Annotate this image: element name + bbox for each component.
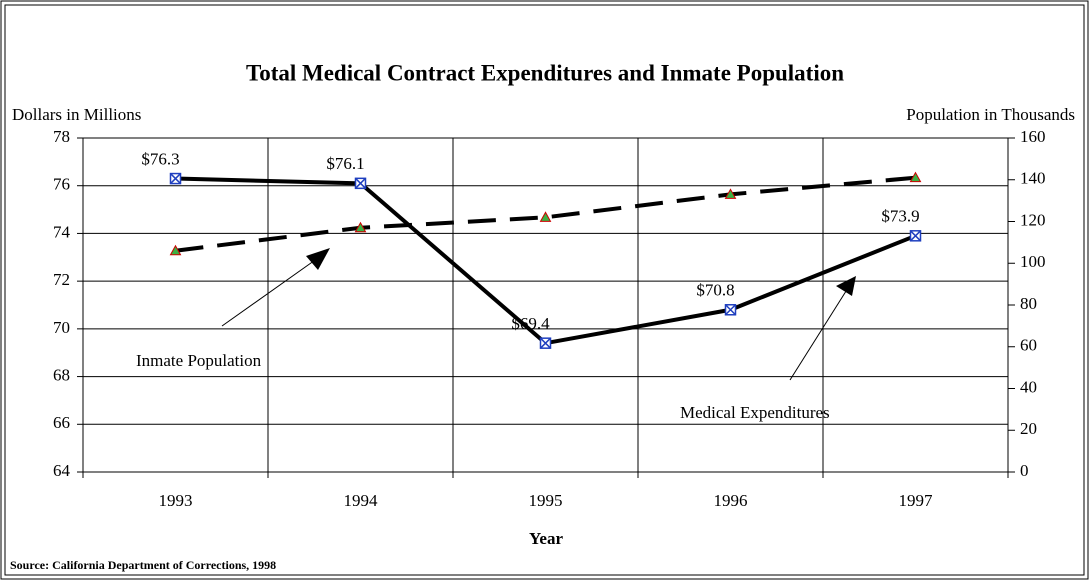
marker-cross	[724, 304, 737, 316]
data-label: $76.1	[326, 154, 364, 173]
x-tick-label: 1997	[899, 491, 934, 510]
data-label: $69.4	[511, 314, 550, 333]
y2-tick-label: 60	[1020, 336, 1037, 355]
y-tick-label: 64	[53, 461, 71, 480]
arrow-line	[221, 257, 319, 327]
plot-frame	[82, 137, 1009, 473]
arrow-line	[789, 287, 849, 381]
marker	[909, 171, 922, 183]
marker	[724, 188, 737, 199]
y2-tick-label: 20	[1020, 419, 1037, 438]
source: Source: California Department of Correct…	[10, 558, 276, 572]
y-axis-label: Dollars in Millions	[12, 105, 141, 124]
y2-tick-label: 140	[1020, 169, 1046, 188]
y2-tick-label: 0	[1020, 461, 1029, 480]
inner-border	[4, 4, 1085, 576]
x-tick-label: 1995	[529, 491, 563, 510]
marker	[539, 211, 552, 222]
chart-title: Total Medical Contract Expenditures and …	[246, 60, 844, 85]
data-label: $76.3	[141, 149, 179, 168]
y-tick-label: 78	[53, 127, 70, 146]
y-tick-label: 76	[53, 175, 70, 194]
marker-cross	[909, 230, 922, 242]
annotation: Medical Expenditures	[680, 403, 830, 422]
y2-axis-label: Population in Thousands	[906, 105, 1075, 124]
marker-cross	[354, 177, 367, 189]
marker	[169, 244, 182, 256]
y-tick-label: 72	[53, 270, 70, 289]
y2-tick-label: 100	[1020, 252, 1046, 271]
annotation: Inmate Population	[136, 351, 262, 370]
y-tick-label: 68	[53, 365, 70, 384]
x-tick-label: 1996	[714, 491, 748, 510]
x-tick-label: 1993	[159, 491, 193, 510]
y2-tick-label: 160	[1020, 127, 1046, 146]
marker-cross	[169, 173, 182, 185]
y2-tick-label: 120	[1020, 210, 1046, 229]
data-label: $70.8	[696, 281, 734, 300]
x-axis-label: Year	[529, 529, 563, 548]
y-tick-label: 70	[53, 318, 70, 337]
x-tick-label: 1994	[344, 491, 379, 510]
data-label: $73.9	[881, 207, 919, 226]
marker	[354, 221, 367, 233]
arrow-head	[836, 276, 856, 296]
arrow-head	[306, 248, 330, 270]
y2-tick-label: 80	[1020, 294, 1037, 313]
y-tick-label: 66	[53, 413, 70, 432]
marker-cross	[539, 337, 552, 349]
y-tick-label: 74	[53, 222, 71, 241]
y2-tick-label: 40	[1020, 377, 1037, 396]
